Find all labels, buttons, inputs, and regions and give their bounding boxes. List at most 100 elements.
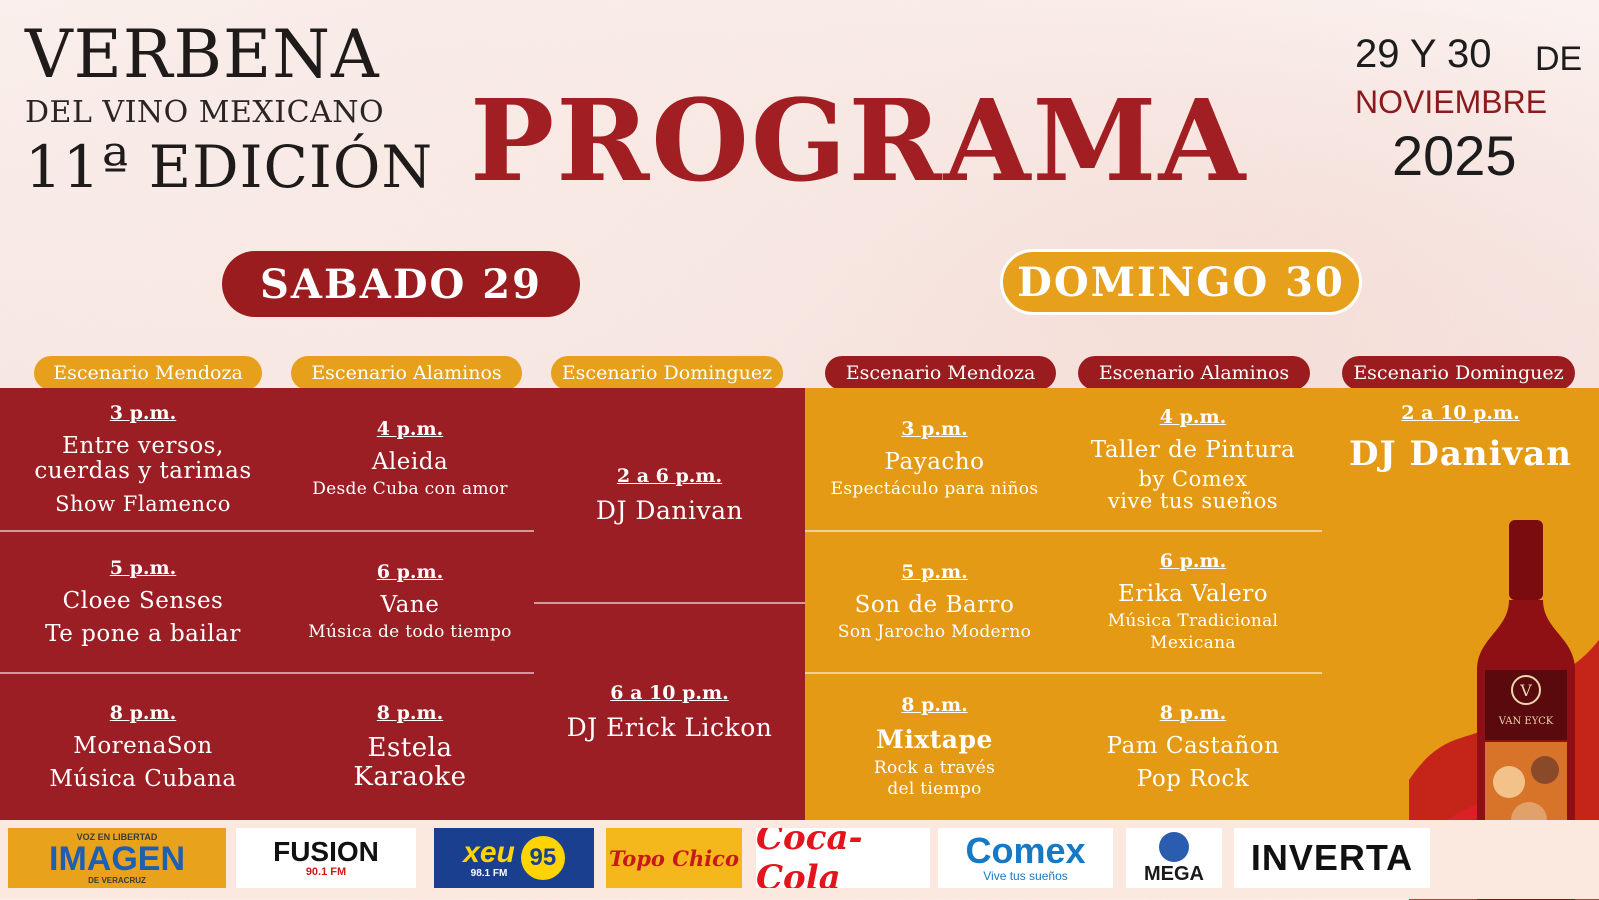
bottle-label-text: VAN EYCK <box>1498 716 1554 727</box>
schedule-slot: 2 a 6 p.m. DJ Danivan <box>534 388 805 604</box>
schedule-slot: 6 a 10 p.m. DJ Erick Lickon <box>534 604 805 820</box>
slot-performer: Son de Barro <box>854 591 1015 618</box>
slot-time: 3 p.m. <box>109 402 177 425</box>
brand-edition: 11ª EDICIÓN <box>25 133 434 201</box>
schedule-slot: 3 p.m. Payacho Espectáculo para niños <box>805 388 1064 532</box>
slot-time: 6 p.m. <box>376 560 444 583</box>
slot-time: 2 a 6 p.m. <box>616 465 723 488</box>
slot-performer: Payacho <box>884 448 985 475</box>
slot-description: Karaoke <box>353 762 467 792</box>
slot-time: 8 p.m. <box>109 701 177 724</box>
sponsor-sub: 90.1 FM <box>305 866 347 878</box>
brand-subtitle: DEL VINO MEXICANO <box>25 95 385 130</box>
sponsor-fusion-logo: FUSION 90.1 FM <box>236 828 416 888</box>
page-title: PROGRAMA <box>470 76 1248 207</box>
sponsor-comex-logo: Comex Vive tus sueños <box>938 828 1113 888</box>
schedule-slot: 8 p.m. Mixtape Rock a través del tiempo <box>805 674 1064 820</box>
sponsor-name: IMAGEN <box>49 839 185 878</box>
brand-title: VERBENA <box>25 16 380 93</box>
schedule-slot: 6 p.m. Erika Valero Música Tradicional M… <box>1064 532 1322 674</box>
date-days: 29 Y 30 <box>1355 32 1492 76</box>
slot-performer: Pam Castañon <box>1106 732 1280 759</box>
slot-description: Música Cubana <box>49 766 237 792</box>
mega-icon <box>1159 832 1189 862</box>
slot-performer: Entre versos, cuerdas y tarimas <box>34 433 252 485</box>
slot-performer: Mixtape <box>876 725 993 754</box>
slot-performer: Cloee Senses <box>62 587 224 614</box>
sponsor-xeu-logo: xeu 98.1 FM 95 <box>434 828 594 888</box>
slot-performer: Estela <box>367 733 453 764</box>
slot-time: 2 a 10 p.m. <box>1401 402 1520 424</box>
schedule-slot: 8 p.m. Pam Castañon Pop Rock <box>1064 674 1322 820</box>
slot-description: Show Flamenco <box>55 491 231 516</box>
schedule-slot: 5 p.m. Son de Barro Son Jarocho Moderno <box>805 532 1064 674</box>
sat-alaminos-column: 4 p.m. Aleida Desde Cuba con amor 6 p.m.… <box>286 388 536 820</box>
slot-performer: Taller de Pintura <box>1090 437 1296 464</box>
slot-time: 5 p.m. <box>109 556 177 579</box>
slot-description: Son Jarocho Moderno <box>837 622 1032 643</box>
sponsor-name: MEGA <box>1144 863 1204 885</box>
sat-dominguez-column: 2 a 6 p.m. DJ Danivan 6 a 10 p.m. DJ Eri… <box>534 388 807 820</box>
slot-time: 4 p.m. <box>376 417 444 440</box>
slot-time: 6 p.m. <box>1159 550 1227 573</box>
sponsor-cocacola-logo: Coca-Cola <box>756 828 930 888</box>
slot-time: 6 a 10 p.m. <box>610 682 729 705</box>
slot-description: Música Tradicional Mexicana <box>1107 611 1279 653</box>
sponsor-name: xeu <box>463 835 515 869</box>
date-de: DE <box>1535 40 1583 78</box>
sun-stage-mendoza: Escenario Mendoza <box>825 356 1056 390</box>
slot-description: by Comex vive tus sueños <box>1107 466 1279 513</box>
slot-description: Desde Cuba con amor <box>312 479 508 500</box>
sponsor-topochico-logo: Topo Chico <box>606 828 742 888</box>
slot-performer: DJ Danivan <box>595 496 744 526</box>
slot-performer: DJ Danivan <box>1348 434 1573 474</box>
sat-mendoza-column: 3 p.m. Entre versos, cuerdas y tarimas S… <box>0 388 288 820</box>
slot-performer: Aleida <box>371 448 449 475</box>
sponsor-tagline: VOZ EN LIBERTAD <box>76 831 158 842</box>
schedule-slot: 3 p.m. Entre versos, cuerdas y tarimas S… <box>0 388 286 532</box>
schedule-slot: 6 p.m. Vane Música de todo tiempo <box>286 532 534 674</box>
slot-time: 5 p.m. <box>901 560 968 583</box>
sponsor-badge: 95 <box>520 836 565 880</box>
sponsor-sub: 98.1 FM <box>470 867 508 879</box>
slot-performer: Vane <box>380 591 440 618</box>
slot-time: 8 p.m. <box>1159 701 1227 724</box>
day-header-sunday: DOMINGO 30 <box>1000 249 1362 315</box>
day-header-saturday: SABADO 29 <box>222 251 580 317</box>
sponsor-mega-logo: MEGA <box>1126 828 1222 888</box>
slot-performer: DJ Erick Lickon <box>566 713 773 743</box>
date-year: 2025 <box>1392 124 1517 187</box>
sat-stage-mendoza: Escenario Mendoza <box>34 356 262 390</box>
sun-stage-dominguez: Escenario Dominguez <box>1342 356 1575 390</box>
sponsor-inverta-logo: INVERTA <box>1234 828 1430 888</box>
schedule-slot: 5 p.m. Cloee Senses Te pone a bailar <box>0 532 286 674</box>
slot-time: 8 p.m. <box>901 694 968 716</box>
sponsor-imagen-logo: VOZ EN LIBERTAD IMAGEN DE VERACRUZ <box>8 828 226 888</box>
sun-alaminos-column: 4 p.m. Taller de Pintura by Comex vive t… <box>1064 388 1324 820</box>
slot-description: Espectáculo para niños <box>830 479 1039 500</box>
sponsor-bar: VOZ EN LIBERTAD IMAGEN DE VERACRUZ FUSIO… <box>0 820 1599 899</box>
sat-stage-alaminos: Escenario Alaminos <box>291 356 522 390</box>
slot-time: 4 p.m. <box>1159 406 1227 429</box>
sat-stage-dominguez: Escenario Dominguez <box>551 356 783 390</box>
sponsor-name: Comex <box>965 830 1086 871</box>
sun-stage-alaminos: Escenario Alaminos <box>1078 356 1310 390</box>
schedule-slot: 8 p.m. MorenaSon Música Cubana <box>0 674 286 820</box>
slot-description: Música de todo tiempo <box>308 622 512 643</box>
schedule-slot: 4 p.m. Aleida Desde Cuba con amor <box>286 388 534 532</box>
slot-time: 8 p.m. <box>376 702 444 725</box>
date-month: NOVIEMBRE <box>1355 84 1548 120</box>
sun-mendoza-column: 3 p.m. Payacho Espectáculo para niños 5 … <box>805 388 1066 820</box>
slot-performer: MorenaSon <box>73 732 213 759</box>
schedule-slot: 4 p.m. Taller de Pintura by Comex vive t… <box>1064 388 1322 532</box>
sponsor-sub: DE VERACRUZ <box>88 875 146 885</box>
bottle-logo-letter: V <box>1519 681 1532 700</box>
slot-description: Pop Rock <box>1136 766 1250 792</box>
sponsor-tagline: Vive tus sueños <box>983 869 1068 883</box>
slot-description: Te pone a bailar <box>45 621 241 647</box>
schedule-slot: 8 p.m. Estela Karaoke <box>286 674 534 820</box>
slot-performer: Erika Valero <box>1117 581 1269 608</box>
sponsor-name: FUSION <box>273 836 379 867</box>
slot-time: 3 p.m. <box>901 417 968 440</box>
slot-description: Rock a través del tiempo <box>873 757 996 799</box>
